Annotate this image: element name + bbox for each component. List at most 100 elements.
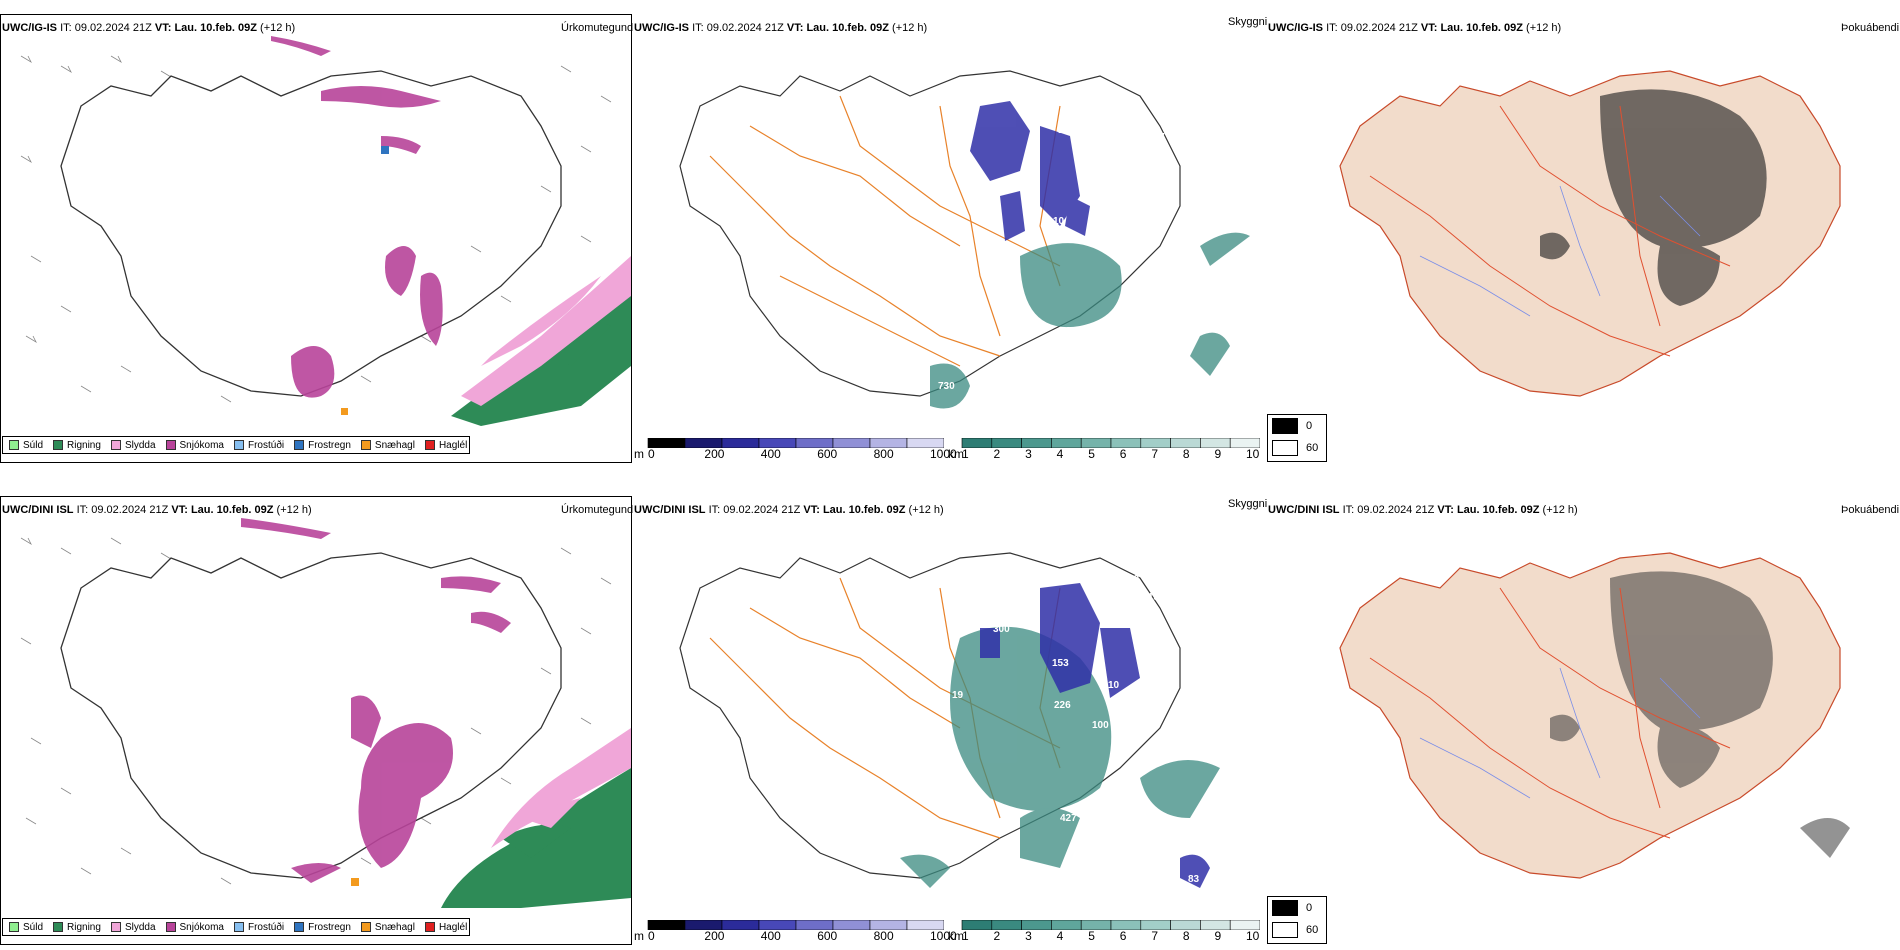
- wind-barbs: [20, 55, 612, 403]
- vt-label: VT:: [786, 22, 804, 34]
- roads-rivers: [1369, 105, 1731, 357]
- legend-swatch: [424, 440, 435, 450]
- vis-label: 13: [1148, 592, 1160, 603]
- cloud-base-colorbar-labels: m 0 200 400 600 800 1000: [634, 447, 957, 461]
- vis-label: 106: [1098, 574, 1115, 585]
- fog-legend-row: 60: [1268, 919, 1326, 941]
- colorbar-segment: [906, 438, 944, 448]
- legend-swatch: [233, 922, 244, 932]
- colorbar-segment: [1229, 920, 1260, 930]
- vis-label: 300: [993, 624, 1010, 635]
- legend-label: Frostúði: [247, 921, 285, 933]
- legend-label: Rigning: [67, 439, 101, 451]
- model-name: UWC/DINI ISL: [2, 504, 74, 516]
- precip-map-frame: [0, 496, 632, 945]
- vt-value: Lau. 10.feb. 09Z: [1456, 504, 1540, 516]
- fog-legend-row: 60: [1268, 437, 1326, 459]
- vt-value: Lau. 10.feb. 09Z: [822, 504, 906, 516]
- vis-label: 100: [1092, 720, 1109, 731]
- colorbar-tick-label: 200: [704, 447, 725, 461]
- legend-item: Snæhagl: [360, 439, 415, 451]
- model-name: UWC/IG-IS: [634, 22, 689, 34]
- fog-legend-label: 0: [1306, 902, 1313, 914]
- it-label: IT:: [76, 504, 89, 516]
- fog-legend-row: 0: [1268, 415, 1326, 437]
- visibility-colorbar: [961, 438, 1260, 448]
- legend-item: Slydda: [110, 921, 156, 933]
- fog-header: UWC/DINI ISL IT: 09.02.2024 21Z VT: Lau.…: [1268, 504, 1578, 516]
- visibility-header: UWC/DINI ISL IT: 09.02.2024 21Z VT: Lau.…: [634, 504, 944, 516]
- it-value: 09.02.2024 21Z: [1357, 504, 1435, 516]
- legend-label: Snæhagl: [374, 439, 415, 451]
- vt-label: VT:: [803, 504, 820, 516]
- vis-label: 13: [960, 608, 972, 619]
- vis-label: 226: [1054, 700, 1071, 711]
- vis-label: 158: [1096, 592, 1113, 603]
- legend-item: Frostúði: [233, 921, 285, 933]
- vis-label: 379: [1200, 378, 1217, 389]
- precip-legend: Súld Rigning Slydda Snjókoma Frostúði Fr…: [2, 436, 470, 454]
- legend-label: Frostregn: [308, 921, 351, 933]
- precip-legend: Súld Rigning Slydda Snjókoma Frostúði Fr…: [2, 918, 470, 936]
- it-label: IT:: [708, 504, 721, 516]
- fog-title: Þokuábendi: [1841, 22, 1900, 34]
- precip-map: [20, 518, 631, 908]
- lead-time: (+12 h): [1542, 504, 1578, 516]
- row-2: UWC/DINI ISL IT: 09.02.2024 21Z VT: Lau.…: [0, 482, 1900, 950]
- visibility-map: 106 20 158 105 13 300 135 153 226 10 142…: [679, 552, 1220, 888]
- legend-item: Rigning: [53, 922, 101, 933]
- vis-label: 54: [1223, 363, 1235, 374]
- it-value: 09.02.2024 21Z: [91, 504, 169, 516]
- legend-swatch: [233, 440, 244, 450]
- vt-label: VT:: [154, 22, 172, 34]
- vis-label: 10: [1053, 216, 1065, 227]
- colorbar-tick-label: 1: [962, 447, 969, 461]
- legend-item: Snæhagl: [360, 921, 415, 933]
- colorbar-tick-label: 4: [1056, 929, 1064, 943]
- legend-item: Súld: [9, 922, 43, 933]
- precip-map: [20, 36, 631, 426]
- legend-label: Snæhagl: [374, 921, 415, 933]
- legend-label: Frostregn: [308, 439, 351, 451]
- legend-label: Rigning: [67, 921, 101, 933]
- precip-title: Úrkomutegund: [561, 504, 634, 516]
- legend-swatch: [53, 922, 64, 932]
- vis-label: 24: [1130, 190, 1142, 201]
- vis-label: 142: [1142, 680, 1159, 691]
- legend-swatch: [165, 922, 176, 932]
- colorbar-tick-label: 9: [1214, 447, 1222, 461]
- colorbar-tick-label: 200: [704, 929, 725, 943]
- visibility-shading: [930, 232, 1250, 409]
- colorbar-unit: km: [948, 447, 964, 461]
- model-name: UWC/IG-IS: [2, 22, 57, 34]
- fog-legend-label: 60: [1306, 924, 1319, 936]
- legend-swatch: [110, 922, 121, 932]
- legend-swatch: [110, 440, 121, 450]
- vis-label: 27: [1110, 104, 1122, 115]
- vis-label: 122: [1114, 704, 1131, 715]
- vt-value: Lau. 10.feb. 09Z: [806, 22, 889, 34]
- vis-label: 322: [1060, 326, 1077, 337]
- cloud-base-low: [980, 583, 1210, 888]
- cloud-base-low: [970, 101, 1090, 241]
- colorbar-tick-label: 600: [817, 929, 838, 943]
- colorbar-segment: [906, 920, 944, 930]
- cloud-base-colorbar: [647, 438, 944, 448]
- legend-swatch: [424, 922, 435, 932]
- fog-legend-label: 60: [1306, 442, 1319, 454]
- vis-label: 105: [1102, 608, 1119, 619]
- iceland-outline: [679, 552, 1181, 879]
- fog-header: UWC/IG-IS IT: 09.02.2024 21Z VT: Lau. 10…: [1268, 22, 1561, 34]
- vis-label: 427: [1060, 813, 1077, 824]
- legend-swatch: [9, 440, 19, 450]
- fog-legend: 0 60: [1267, 896, 1327, 944]
- colorbar-tick-label: 3: [1025, 447, 1032, 461]
- colorbar-tick-label: 10: [1246, 929, 1260, 943]
- fog-swatch: [1272, 900, 1298, 916]
- row-1: UWC/IG-IS IT: 09.02.2024 21Z VT: Lau. 10…: [0, 14, 1900, 463]
- legend-label: Slydda: [124, 921, 156, 933]
- fog-dark-areas: [1540, 89, 1767, 306]
- precip-header: UWC/DINI ISL IT: 09.02.2024 21Z VT: Lau.…: [2, 504, 312, 516]
- colorbar-tick-label: 4: [1056, 447, 1064, 461]
- it-value: 09.02.2024 21Z: [1340, 22, 1418, 34]
